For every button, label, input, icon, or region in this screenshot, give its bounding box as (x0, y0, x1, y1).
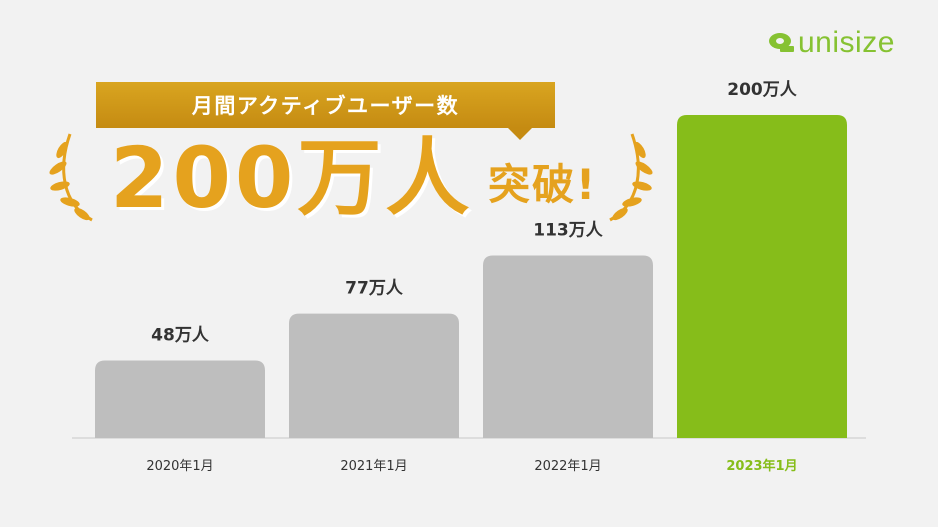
bar-2021年1月 (289, 313, 459, 438)
brand-logo: unisize (768, 26, 895, 60)
x-tick-label-2020年1月: 2020年1月 (146, 459, 213, 474)
headline-banner: 月間アクティブユーザー数 (96, 82, 555, 140)
data-label-2022年1月: 113万人 (533, 221, 603, 241)
x-tick-label-2022年1月: 2022年1月 (534, 459, 601, 474)
bar-2022年1月 (483, 255, 653, 438)
x-tick-label-2021年1月: 2021年1月 (340, 459, 407, 474)
data-label-2023年1月: 200万人 (727, 80, 797, 100)
headline-suffix: 突破! (488, 160, 598, 209)
headline-label: 月間アクティブユーザー数 (191, 94, 460, 118)
bar-2023年1月 (677, 115, 847, 438)
tape-measure-icon (769, 33, 794, 52)
headline-big-number: 200万人 (110, 129, 474, 227)
data-label-2020年1月: 48万人 (151, 325, 210, 345)
bar-2020年1月 (95, 360, 265, 438)
laurel-right-icon (609, 133, 653, 222)
x-tick-label-2023年1月: 2023年1月 (726, 458, 797, 474)
laurel-left-icon (49, 133, 93, 222)
data-label-2021年1月: 77万人 (345, 279, 404, 299)
brand-name: unisize (798, 26, 895, 59)
